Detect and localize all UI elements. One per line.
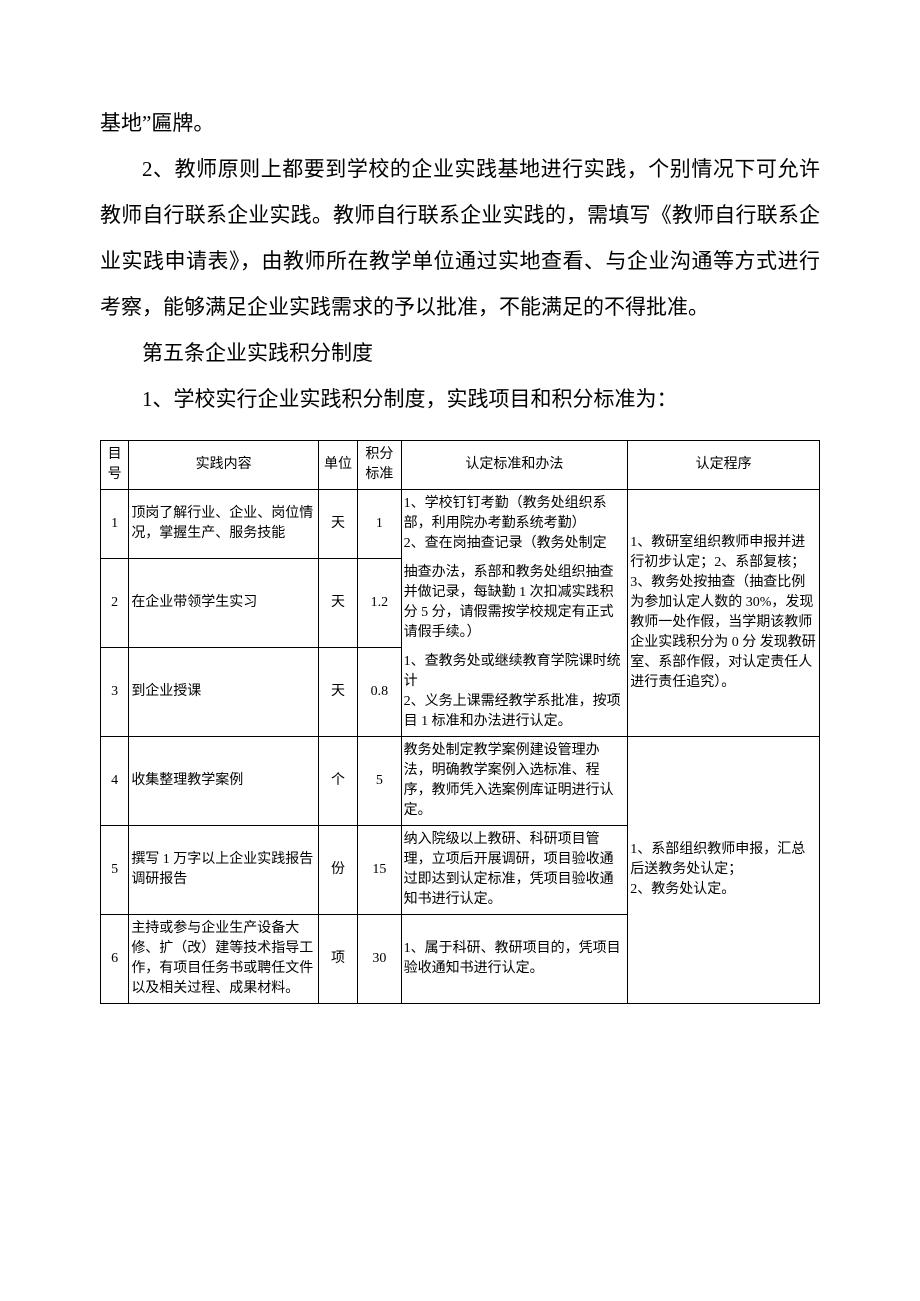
- table-header-row: 目号 实践内容 单位 积分标准 认定标准和办法 认定程序: [101, 441, 820, 490]
- cell-index: 5: [101, 826, 129, 915]
- points-table: 目号 实践内容 单位 积分标准 认定标准和办法 认定程序 1 顶岗了解行业、企业…: [100, 440, 820, 1004]
- cell-score: 0.8: [358, 648, 402, 737]
- th-score: 积分标准: [358, 441, 402, 490]
- cell-index: 4: [101, 737, 129, 826]
- cell-standard: 教务处制定教学案例建设管理办法，明确教学案例入选标准、程序，教师凭入选案例库证明…: [401, 737, 628, 826]
- document-page: 基地”匾牌。 2、教师原则上都要到学校的企业实践基地进行实践，个别情况下可允许教…: [0, 0, 920, 1301]
- table-row: 1 顶岗了解行业、企业、岗位情况，掌握生产、服务技能 天 1 1、学校钉钉考勤（…: [101, 490, 820, 559]
- cell-procedure-group1: 1、教研室组织教师申报并进行初步认定；2、系部复核；3、教务处按抽查（抽查比例为…: [628, 490, 820, 737]
- cell-content: 收集整理教学案例: [129, 737, 319, 826]
- cell-score: 1: [358, 490, 402, 559]
- cell-procedure-group2: 1、系部组织教师申报，汇总后送教务处认定；2、教务处认定。: [628, 737, 820, 1004]
- cell-unit: 天: [318, 648, 357, 737]
- cell-standard: 1、属于科研、教研项目的，凭项目验收通知书进行认定。: [401, 915, 628, 1004]
- th-content: 实践内容: [129, 441, 319, 490]
- cell-index: 3: [101, 648, 129, 737]
- cell-content: 到企业授课: [129, 648, 319, 737]
- th-unit: 单位: [318, 441, 357, 490]
- points-table-wrap: 目号 实践内容 单位 积分标准 认定标准和办法 认定程序 1 顶岗了解行业、企业…: [100, 440, 820, 1004]
- th-index: 目号: [101, 441, 129, 490]
- cell-unit: 个: [318, 737, 357, 826]
- cell-standard: 抽查办法，系部和教务处组织抽查并做记录，每缺勤 1 次扣减实践积分 5 分，请假…: [401, 559, 628, 648]
- cell-standard: 1、学校钉钉考勤（教务处组织系部，利用院办考勤系统考勤）2、查在岗抽查记录（教务…: [401, 490, 628, 559]
- paragraph-4: 1、学校实行企业实践积分制度，实践项目和积分标准为：: [100, 376, 820, 422]
- cell-unit: 份: [318, 826, 357, 915]
- th-procedure: 认定程序: [628, 441, 820, 490]
- cell-standard: 1、查教务处或继续教育学院课时统计2、义务上课需经教学系批准，按项目 1 标准和…: [401, 648, 628, 737]
- paragraph-1: 基地”匾牌。: [100, 100, 820, 146]
- cell-score: 15: [358, 826, 402, 915]
- cell-content: 在企业带领学生实习: [129, 559, 319, 648]
- cell-content: 撰写 1 万字以上企业实践报告调研报告: [129, 826, 319, 915]
- cell-index: 6: [101, 915, 129, 1004]
- cell-unit: 天: [318, 559, 357, 648]
- cell-unit: 项: [318, 915, 357, 1004]
- cell-score: 30: [358, 915, 402, 1004]
- table-row: 4 收集整理教学案例 个 5 教务处制定教学案例建设管理办法，明确教学案例入选标…: [101, 737, 820, 826]
- cell-score: 5: [358, 737, 402, 826]
- cell-index: 1: [101, 490, 129, 559]
- cell-unit: 天: [318, 490, 357, 559]
- paragraph-2: 2、教师原则上都要到学校的企业实践基地进行实践，个别情况下可允许教师自行联系企业…: [100, 146, 820, 330]
- paragraph-3: 第五条企业实践积分制度: [100, 330, 820, 376]
- cell-content: 顶岗了解行业、企业、岗位情况，掌握生产、服务技能: [129, 490, 319, 559]
- cell-score: 1.2: [358, 559, 402, 648]
- th-standard: 认定标准和办法: [401, 441, 628, 490]
- cell-standard: 纳入院级以上教研、科研项目管理，立项后开展调研，项目验收通过即达到认定标准，凭项…: [401, 826, 628, 915]
- cell-index: 2: [101, 559, 129, 648]
- cell-content: 主持或参与企业生产设备大修、扩（改）建等技术指导工作，有项目任务书或聘任文件以及…: [129, 915, 319, 1004]
